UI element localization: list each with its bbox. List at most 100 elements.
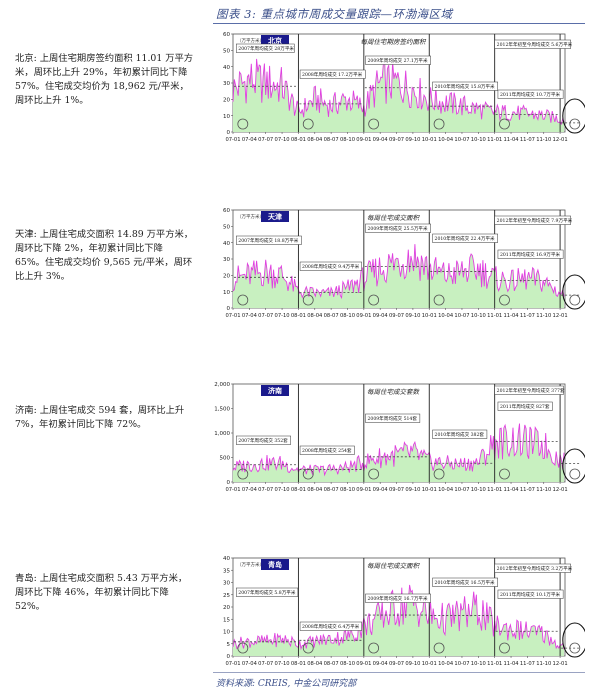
- y-tick-label: 60: [223, 32, 230, 38]
- x-tick-label: 11-01: [487, 313, 502, 319]
- city-badge: [261, 385, 289, 396]
- y-tick-label: 50: [223, 225, 230, 231]
- y-tick-label: 20: [223, 98, 230, 104]
- y-tick-label: 0: [227, 480, 231, 486]
- x-tick-label: 07-04: [242, 661, 258, 667]
- annotation-box: [299, 69, 366, 79]
- annotation-box: [365, 223, 431, 233]
- x-tick-label: 08-04: [307, 313, 323, 319]
- x-tick-label: 08-04: [307, 137, 323, 143]
- x-tick-label: 07-01: [225, 661, 240, 667]
- chart-panel-tianjin: 0 10 20 30 40 50 60 07-01 07-04 07-07 07-10 08-01 08…: [213, 204, 585, 330]
- y-unit-label: （万平方米）: [237, 561, 264, 568]
- latest-week-circle: [562, 448, 585, 484]
- x-tick-label: 09-04: [373, 487, 389, 493]
- qingdao-commentary: 青岛: 上周住宅成交面积 5.43 万平方米，周环比下降 46%，年初累计同比下…: [15, 572, 195, 614]
- low-point-circle: [499, 642, 510, 654]
- x-tick-label: 07-10: [275, 487, 290, 493]
- beijing-city-label: 北京:: [15, 53, 37, 64]
- annotation-label: 2012年年初至今周均成交 3.2万平米: [497, 565, 573, 572]
- low-point-circle: [368, 642, 380, 654]
- annotation-box: [432, 429, 488, 439]
- y-tick-label: 40: [223, 556, 230, 562]
- x-tick-label: 09-07: [389, 487, 404, 493]
- series-area: [233, 58, 564, 132]
- x-tick-label: 08-10: [340, 661, 355, 667]
- annotation-label: 2010年周均成交 15.8万平米: [435, 83, 496, 90]
- jinan-city-label: 济南:: [15, 405, 37, 416]
- latest-week-circle: [562, 274, 585, 310]
- y-tick-label: 0: [227, 130, 231, 136]
- y-tick-label: 10: [223, 114, 230, 120]
- beijing-body: 上周住宅期房签约面积 11.01 万平方米，周环比上升 29%，年初累计同比下降…: [15, 53, 194, 106]
- x-tick-label: 10-10: [471, 313, 486, 319]
- x-tick-label: 07-01: [225, 487, 240, 493]
- annotation-box: [299, 621, 362, 631]
- y-tick-label: 5: [227, 642, 231, 648]
- y-tick-label: 35: [223, 568, 230, 574]
- x-tick-label: 10-07: [454, 487, 469, 493]
- x-tick-label: 09-01: [356, 487, 371, 493]
- annotation-box: [432, 577, 498, 587]
- annotation-label: 2010年周均成交 382套: [435, 431, 485, 438]
- x-tick-label: 11-10: [536, 137, 551, 143]
- annotation-box: [497, 249, 564, 259]
- series-area: [233, 423, 564, 482]
- latest-week-circle: [562, 622, 585, 658]
- chart-panel-qingdao: 0 5 10 15 20 25 30 35 40 07-01 07-04 07-07 07-10 08-0…: [213, 552, 585, 678]
- annotation-label: 2012年年初至今周均成交 5.6万平米: [497, 41, 573, 48]
- series-title: 每周住宅期房签约面积: [361, 38, 428, 46]
- x-tick-label: 09-10: [405, 137, 420, 143]
- annotation-box: [497, 401, 553, 411]
- annotation-label: 2008年周均成交 9.4万平米: [302, 263, 360, 270]
- city-badge: [261, 211, 289, 222]
- x-tick-label: 11-01: [487, 487, 502, 493]
- annotation-label: 2008年周均成交 254套: [302, 447, 352, 454]
- x-tick-label: 07-07: [258, 313, 273, 319]
- low-point-circle: [237, 642, 249, 654]
- x-tick-label: 09-04: [373, 137, 389, 143]
- latest-week-circle: [562, 98, 585, 134]
- city-badge-label: 北京: [268, 36, 282, 45]
- x-tick-label: 10-04: [438, 313, 454, 319]
- y-tick-label: 15: [223, 617, 230, 623]
- x-tick-label: 11-07: [520, 487, 535, 493]
- annotation-label: 2012年年初至今周均成交 377套: [497, 387, 565, 394]
- low-point-circle: [433, 118, 445, 130]
- series-area: [233, 244, 564, 308]
- annotation-label: 2008年周均成交 17.2万平米: [302, 71, 363, 78]
- figure-title: 图表 3: 重点城市周成交量跟踪—环渤海区域: [216, 7, 453, 21]
- annotation-box: [494, 39, 571, 49]
- x-tick-label: 10-04: [438, 661, 454, 667]
- x-tick-label: 09-10: [405, 661, 420, 667]
- x-tick-label: 07-04: [242, 313, 258, 319]
- y-tick-label: 1,000: [214, 431, 230, 437]
- low-point-circle: [368, 468, 380, 480]
- x-tick-label: 11-10: [536, 313, 551, 319]
- x-tick-label: 09-07: [389, 661, 404, 667]
- y-tick-label: 10: [223, 290, 230, 296]
- y-tick-label: 0: [227, 654, 231, 660]
- low-point-circle: [237, 468, 249, 480]
- x-tick-label: 08-01: [291, 313, 306, 319]
- annotation-box: [494, 215, 571, 225]
- annotation-label: 2007年周均成交 352套: [238, 437, 288, 444]
- x-tick-label: 10-04: [438, 137, 454, 143]
- annotation-box: [236, 587, 299, 597]
- low-point-circle: [237, 118, 249, 130]
- annotation-label: 2010年周均成交 22.4万平米: [435, 235, 496, 242]
- series-title: 每周住宅成交套数: [367, 388, 421, 396]
- series-title: 每周住宅成交面积: [367, 214, 421, 222]
- x-tick-label: 08-07: [324, 661, 339, 667]
- tianjin-body: 上周住宅成交面积 14.89 万平方米，周环比下降 2%，年初累计同比下降 65…: [15, 229, 194, 282]
- low-point-circle: [499, 118, 510, 130]
- low-point-circle: [237, 294, 249, 306]
- x-tick-label: 08-01: [291, 487, 306, 493]
- low-point-circle: [433, 642, 445, 654]
- x-tick-label: 08-10: [340, 137, 355, 143]
- city-badge: [261, 559, 289, 570]
- annotation-box: [494, 563, 571, 573]
